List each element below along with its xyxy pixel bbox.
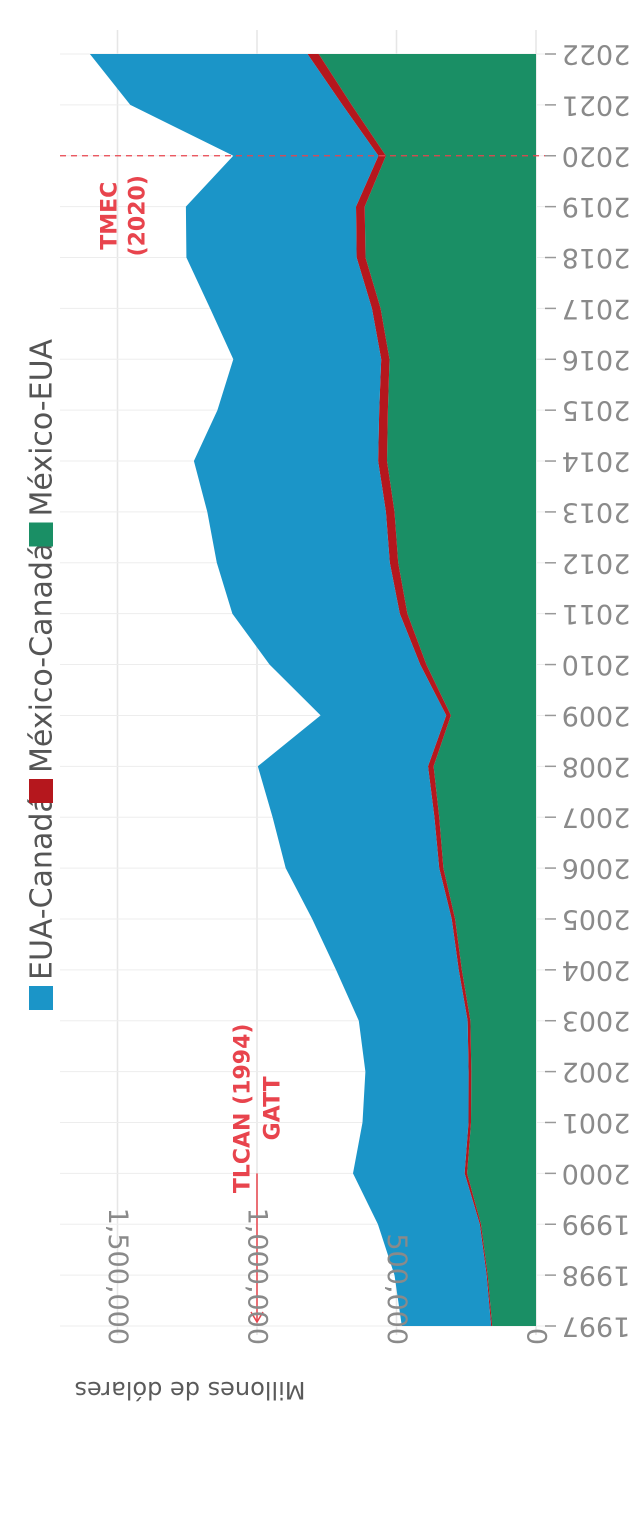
year-tick-label: 2020 xyxy=(562,140,631,171)
area-m-xico-canad xyxy=(307,54,493,1326)
year-tick-label: 2015 xyxy=(562,395,631,426)
year-tick-label: 2006 xyxy=(562,853,631,884)
year-tick-label: 2009 xyxy=(562,700,631,731)
plot-area xyxy=(60,30,545,1335)
value-tick-label: 1,500,000 xyxy=(102,1208,133,1345)
legend-label-m-xico-canad: México-Canadá xyxy=(25,543,60,773)
year-tick-label: 2002 xyxy=(562,1056,631,1087)
x-axis: 1997 1998 1999 2000 2001 2002 2003 2004 2005 2006… xyxy=(545,39,630,1342)
annotation-arrow-head xyxy=(250,1311,264,1324)
year-tick-label: 1998 xyxy=(562,1260,631,1291)
year-tick-label: 2003 xyxy=(562,1005,631,1036)
year-tick-label: 2016 xyxy=(562,344,631,375)
year-tick-label: 2011 xyxy=(562,598,631,629)
annotations: TLCAN (1994) GATT TMEC (2020) xyxy=(60,155,548,1324)
legend-swatch-m-xico-canad xyxy=(29,779,53,803)
area-eua-canad xyxy=(89,54,492,1326)
year-tick-label: 2018 xyxy=(562,242,631,273)
year-tick-label: 1997 xyxy=(562,1311,631,1342)
year-tick-label: 2004 xyxy=(562,954,631,985)
year-tick-label: 1999 xyxy=(562,1209,631,1240)
year-tick-label: 2017 xyxy=(562,293,631,324)
legend-group: EUA-Canadá México-Canadá México-EUA xyxy=(25,338,60,1010)
value-tick-label: 0 xyxy=(521,1328,552,1345)
year-tick-label: 2019 xyxy=(562,191,631,222)
annotation-tlcan-line: TLCAN (1994) xyxy=(231,1024,256,1194)
year-tick-label: 2008 xyxy=(562,751,631,782)
legend: EUA-Canadá México-Canadá México-EUA xyxy=(25,338,60,1010)
legend-label-m-xico-eua: México-EUA xyxy=(25,338,60,516)
year-tick-label: 2022 xyxy=(562,39,631,70)
legend-label-eua-canad: EUA-Canadá xyxy=(25,794,60,980)
legend-swatch-m-xico-eua xyxy=(29,522,53,547)
year-tick-label: 2005 xyxy=(562,903,631,934)
year-tick-label: 2021 xyxy=(562,89,631,120)
value-tick-label: 1,000,000 xyxy=(242,1208,273,1345)
annotation-tmec-line: TMEC xyxy=(98,182,123,250)
year-tick-label: 2007 xyxy=(562,802,631,833)
annotation-tlcan-line: GATT xyxy=(261,1076,286,1140)
year-tick-label: 2001 xyxy=(562,1107,631,1138)
y-axis-title: Millones de dólares xyxy=(74,1376,305,1404)
annotation-tmec-line: (2020) xyxy=(126,175,151,256)
value-tick-label: 500,000 xyxy=(381,1233,412,1345)
year-tick-label: 2014 xyxy=(562,446,631,477)
year-tick-label: 2000 xyxy=(562,1158,631,1189)
area-m-xico-eua xyxy=(318,54,536,1326)
legend-swatch-eua-canad xyxy=(29,986,53,1010)
year-tick-label: 2012 xyxy=(562,547,631,578)
y-axis: 0 500,000 1,000,000 1,500,000 Millones de dó… xyxy=(74,1208,551,1404)
year-tick-label: 2013 xyxy=(562,496,631,527)
year-tick-label: 2010 xyxy=(562,649,631,680)
